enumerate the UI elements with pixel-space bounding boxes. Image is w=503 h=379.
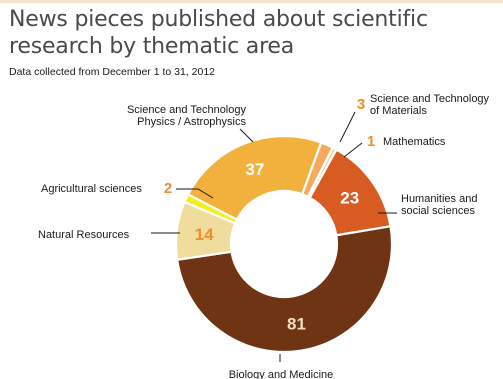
value-label-humanities-and-social-sciences: 23 — [340, 189, 359, 208]
chart-title: News pieces published about scientific r… — [9, 7, 428, 59]
leader-line-science-and-technology-physics-astrophysics — [239, 128, 254, 143]
value-label-natural-resources: 14 — [195, 225, 214, 244]
top-accent-rule — [0, 0, 503, 3]
value-label-science-and-technology-physics-astrophysics: 37 — [245, 160, 264, 179]
category-label-natural-resources: Natural Resources — [38, 229, 130, 241]
leader-lines — [151, 111, 397, 362]
slice-humanities-and-social-sciences — [308, 148, 392, 237]
value-label-agricultural-sciences: 2 — [164, 180, 172, 197]
slice-biology-and-medicine — [175, 224, 394, 354]
leader-line-science-and-technology-of-materials — [339, 111, 356, 143]
category-label-biology-and-medicine: Biology and Medicine — [229, 369, 334, 379]
category-label-humanities-and-social-sciences: Humanities and social sciences — [401, 193, 477, 217]
value-label-science-and-technology-of-materials: 3 — [357, 96, 365, 113]
category-label-agricultural-sciences: Agricultural sciences — [41, 183, 142, 195]
slice-science-and-technology-physics-astrophysics — [186, 134, 323, 222]
leader-line-mathematics — [343, 142, 363, 158]
leader-line-agricultural-sciences — [176, 188, 214, 199]
value-label-biology-and-medicine: 81 — [287, 315, 306, 334]
chart-subtitle: Data collected from December 1 to 31, 20… — [9, 66, 216, 78]
category-label-science-and-technology-physics-astrophysics: Science and Technology Physics / Astrophy… — [127, 104, 247, 128]
category-label-science-and-technology-of-materials: Science and Technology of Materials — [370, 93, 490, 117]
slice-group — [174, 134, 394, 354]
category-label-mathematics: Mathematics — [383, 136, 446, 148]
value-label-mathematics: 1 — [367, 133, 375, 150]
